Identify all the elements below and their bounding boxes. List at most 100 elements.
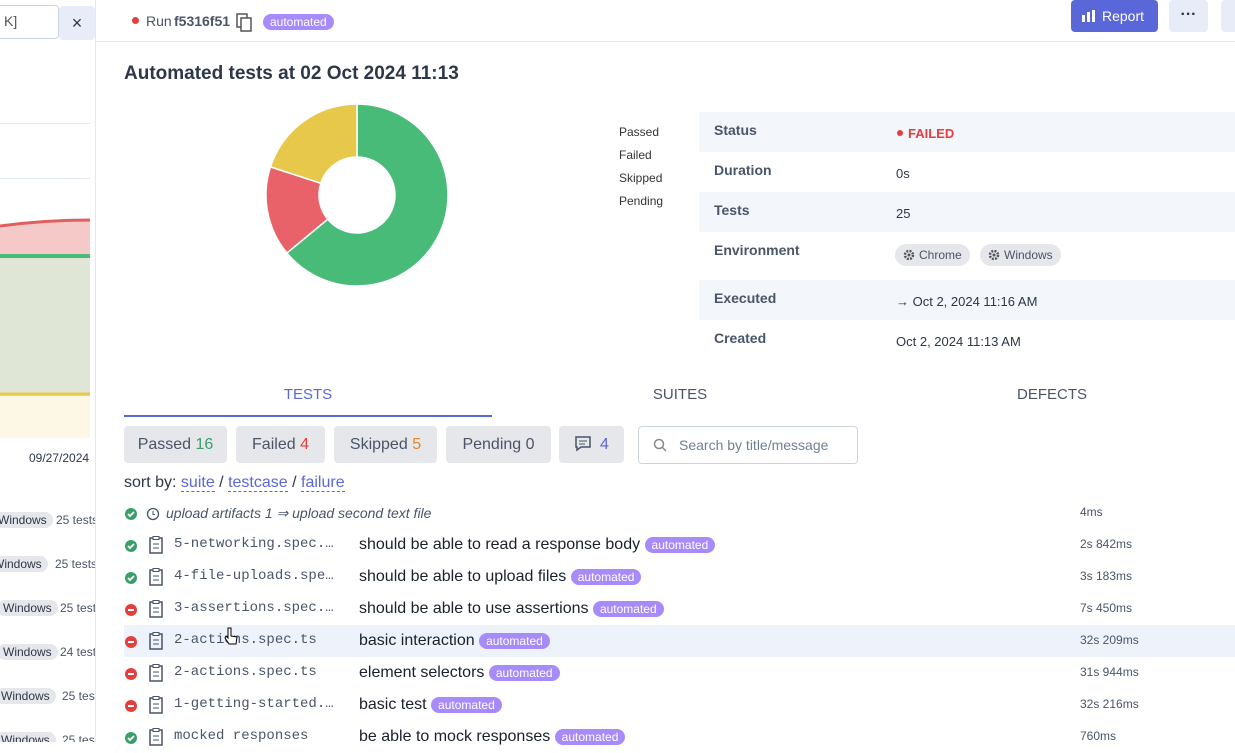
file-icon: [149, 664, 163, 682]
detail-row: Tests 25: [699, 192, 1235, 232]
search-box[interactable]: [0, 5, 59, 39]
report-label: Report: [1102, 8, 1145, 24]
test-title-wrap: should be able to use assertions automat…: [359, 600, 664, 618]
test-title-wrap: be able to mock responses automated: [359, 728, 626, 746]
filter-button[interactable]: Passed 16: [124, 426, 227, 463]
test-tag: automated: [488, 665, 560, 681]
filter-count: 16: [195, 436, 214, 453]
run-env: Windows: [0, 688, 56, 704]
test-row[interactable]: 1-getting-started.spec.ts basic test auto…: [124, 689, 1235, 721]
sort-label: sort by:: [124, 474, 177, 491]
detail-row: Created Oct 2, 2024 11:13 AM: [699, 320, 1235, 360]
comments-button[interactable]: 4: [559, 426, 624, 463]
status-icon: [125, 604, 137, 616]
test-duration: 32s 209ms: [1080, 633, 1139, 647]
run-env: Windows: [0, 556, 48, 572]
run-tests: 25 tests: [55, 557, 96, 571]
test-row[interactable]: 2-actions.spec.ts element selectors autom…: [124, 657, 1235, 689]
test-title: should be able to use assertions: [359, 600, 589, 617]
detail-label: Status: [714, 122, 757, 138]
test-duration: 7s 450ms: [1080, 601, 1133, 615]
test-tag: automated: [479, 633, 550, 649]
filter-button[interactable]: Failed 4: [236, 426, 325, 463]
filter-count: 0: [525, 436, 535, 453]
run-tests: 25 tests: [62, 733, 95, 742]
run-tag: automated: [263, 14, 334, 30]
detail-label: Executed: [714, 290, 777, 306]
run-env: Windows: [0, 644, 58, 660]
run-tests: 25 tests: [62, 689, 95, 703]
detail-value: Oct 2, 2024 11:13 AM: [896, 334, 1021, 349]
test-duration: 2s 842ms: [1080, 537, 1133, 551]
test-duration: 760ms: [1080, 729, 1117, 743]
status-icon: [125, 508, 137, 520]
search-input[interactable]: Search by title/message: [638, 426, 858, 464]
tab[interactable]: DEFECTS: [1016, 386, 1087, 403]
detail-row: Executed → Oct 2, 2024 11:16 AM: [699, 280, 1235, 320]
run-tests: 25 tests: [60, 601, 96, 615]
tabs: TESTS SUITES DEFECTS: [124, 375, 1235, 417]
sort-option[interactable]: suite: [180, 474, 215, 492]
test-title: basic test: [359, 696, 427, 713]
test-title-wrap: should be able to read a response body a…: [359, 536, 716, 554]
extra-button[interactable]: [1221, 0, 1235, 32]
more-button[interactable]: ···: [1169, 0, 1208, 32]
legend-label: Pending: [619, 194, 663, 208]
tab[interactable]: SUITES: [652, 386, 708, 403]
test-title: should be able to upload files: [359, 568, 567, 585]
tab[interactable]: TESTS: [124, 375, 492, 417]
test-tag: automated: [592, 601, 664, 617]
filter-count: 5: [412, 436, 422, 453]
filter-button[interactable]: Skipped 5: [334, 426, 437, 463]
status-icon: [125, 668, 137, 680]
test-row[interactable]: 2-actions.spec.ts basic interaction autom…: [124, 625, 1235, 657]
donut-chart: 64.0%Passed16.0%Failed20.0%SkippedPendin…: [265, 103, 663, 287]
detail-value: 25: [896, 206, 911, 221]
run-id: f5316f51: [174, 13, 231, 29]
test-duration: 31s 944ms: [1080, 665, 1139, 679]
sort-separator: /: [292, 474, 297, 491]
status-icon: [125, 732, 137, 744]
test-row[interactable]: 5-networking.spec.ts should be able to re…: [124, 529, 1235, 561]
file-icon: [149, 600, 163, 618]
file-icon: [149, 536, 163, 554]
trend-chart: [0, 218, 91, 438]
legend-label: Passed: [619, 125, 659, 139]
env-text: Windows: [1004, 248, 1053, 262]
test-row[interactable]: mocked responses be able to mock response…: [124, 721, 1235, 753]
test-tag: automated: [554, 729, 626, 745]
report-button[interactable]: Report: [1071, 0, 1158, 32]
run-tests: 24 tests: [60, 645, 96, 659]
test-row[interactable]: 3-assertions.spec.ts should be able to us…: [124, 593, 1235, 625]
search-text: K]: [4, 13, 18, 29]
failed-line: [0, 218, 91, 228]
copy-icon[interactable]: [236, 13, 254, 33]
sort-option[interactable]: failure: [301, 474, 345, 492]
filter-button[interactable]: Pending 0: [446, 426, 551, 463]
file-icon: [149, 696, 163, 714]
test-row[interactable]: upload artifacts 1 ⇒ upload second text …: [124, 497, 1235, 529]
detail-value: → Oct 2, 2024 11:16 AM: [896, 294, 1038, 309]
clock-icon: [146, 507, 160, 521]
filter-label: Pending: [462, 436, 522, 453]
sort-option[interactable]: testcase: [228, 474, 288, 492]
skipped-area: [0, 396, 90, 438]
divider: [0, 123, 90, 124]
test-title-wrap: should be able to upload files automated: [359, 568, 642, 586]
close-button[interactable]: ×: [59, 6, 95, 40]
test-title: basic interaction: [359, 632, 475, 649]
test-title: should be able to read a response body: [359, 536, 641, 553]
test-title: element selectors: [359, 664, 485, 681]
run-env: Windows: [0, 732, 56, 742]
file-name: 5-networking.spec.ts: [174, 536, 340, 552]
test-duration: 32s 216ms: [1080, 697, 1139, 711]
filter-label: Skipped: [349, 436, 408, 453]
file-name: 1-getting-started.spec.ts: [174, 696, 340, 712]
sort-separator: /: [219, 474, 224, 491]
page-title: Automated tests at 02 Oct 2024 11:13: [124, 63, 459, 84]
test-row[interactable]: 4-file-uploads.spec.ts should be able to …: [124, 561, 1235, 593]
test-title-wrap: element selectors automated: [359, 664, 560, 682]
topbar: [95, 0, 1235, 42]
